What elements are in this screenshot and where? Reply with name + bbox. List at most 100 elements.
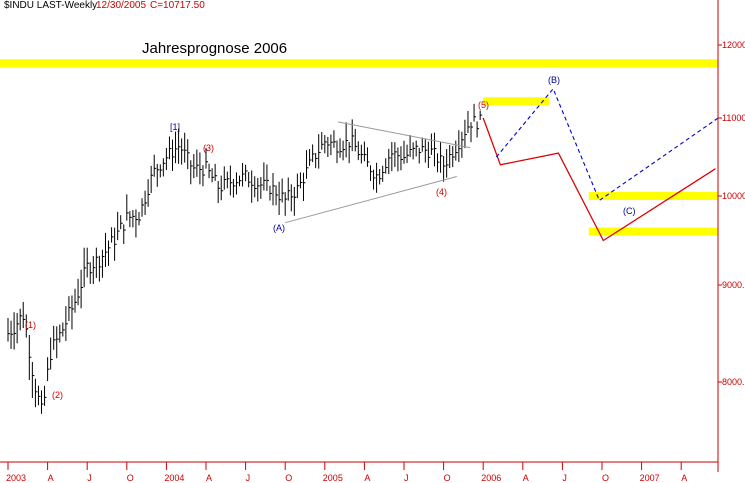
price-bar [391, 142, 394, 172]
price-bar [330, 134, 333, 156]
x-tick-label: O [127, 473, 134, 483]
price-bar [205, 147, 208, 169]
price-bar [217, 180, 221, 204]
price-bar [10, 320, 14, 349]
price-bar [144, 190, 148, 215]
price-bar [461, 131, 464, 158]
price-bar [19, 308, 23, 331]
price-bar [476, 121, 480, 138]
y-tick-label: 12000. [722, 40, 745, 50]
price-bar [111, 227, 114, 243]
price-bar [455, 140, 458, 161]
price-bar [409, 135, 413, 157]
price-bar [53, 325, 56, 350]
price-bar [464, 119, 467, 149]
price-bar [284, 192, 288, 216]
price-bar [202, 165, 205, 187]
price-bar [318, 134, 321, 169]
price-bar [120, 215, 123, 230]
price-bar [366, 147, 370, 167]
price-bar [7, 318, 10, 342]
wave-label-blue: (B) [548, 75, 560, 85]
price-bar [16, 313, 20, 344]
price-bar [458, 130, 461, 163]
price-bar [345, 122, 349, 158]
price-bar [354, 128, 358, 152]
x-tick-label: A [48, 473, 54, 483]
price-bar [418, 147, 422, 164]
red-forecast-path [482, 117, 716, 242]
price-bar [293, 186, 297, 216]
price-bar [415, 140, 419, 157]
price-bar [208, 163, 212, 179]
price-bar [141, 198, 145, 217]
wave-label-red: (5) [478, 100, 489, 110]
price-bar [275, 185, 279, 206]
price-bar [162, 158, 166, 177]
price-bar [263, 162, 266, 191]
price-bar [44, 385, 47, 406]
price-bar [421, 137, 425, 152]
price-bar [363, 141, 367, 162]
price-bar [108, 240, 111, 266]
triangle-line-1 [285, 176, 457, 224]
header-symbol: $INDU LAST-Weekly [4, 0, 98, 11]
price-bar [278, 181, 282, 216]
price-bar [74, 288, 78, 313]
price-bar [41, 390, 44, 414]
price-bar [65, 306, 68, 341]
price-bar [272, 173, 276, 206]
price-bar [71, 295, 74, 330]
price-bar [369, 165, 373, 181]
x-tick-label: A [206, 473, 212, 483]
x-tick-label: J [246, 473, 251, 483]
price-bar [336, 140, 339, 164]
price-bar [28, 334, 32, 380]
price-bar [31, 361, 35, 399]
price-bar [373, 169, 376, 190]
x-tick-label: 2006 [481, 473, 501, 483]
price-bar [86, 247, 90, 278]
price-bar [400, 146, 403, 171]
price-bar [132, 210, 135, 228]
price-bar [452, 146, 455, 168]
price-bar [242, 162, 245, 187]
x-tick-label: A [364, 473, 370, 483]
price-bar [80, 269, 84, 309]
price-bar [34, 378, 38, 408]
x-ticks: 2003 A J O 2004 A J O 2005 A J O 2006 A J O 2007 A [6, 462, 687, 483]
price-bar [342, 140, 346, 161]
price-bar [376, 162, 379, 193]
price-bar [59, 324, 62, 343]
y-tick-label: 10000. [722, 191, 745, 201]
x-tick-label: 2005 [323, 473, 343, 483]
price-bar [394, 142, 397, 167]
price-bar [193, 154, 196, 179]
price-bar [129, 211, 132, 228]
price-bar [211, 168, 215, 183]
price-bar [327, 136, 330, 157]
price-bar [385, 158, 388, 174]
price-bar [178, 128, 181, 164]
price-bar [281, 178, 285, 203]
price-bar [50, 337, 53, 370]
price-bar [117, 211, 120, 241]
triangle-lines [285, 121, 471, 224]
price-bar [114, 227, 117, 261]
price-bar [440, 141, 443, 173]
price-bar [220, 175, 224, 201]
price-bar [321, 132, 324, 150]
wave-label-blue: [1] [170, 122, 180, 132]
price-bar [269, 185, 272, 201]
x-tick-label: 2007 [640, 473, 660, 483]
blue-forecast-path [495, 87, 719, 202]
forecast-band-3 [588, 227, 718, 236]
wave-label-blue: (C) [623, 206, 636, 216]
x-tick-label: A [523, 473, 529, 483]
price-bar [101, 249, 105, 278]
price-bar [406, 144, 410, 164]
price-bar [324, 135, 327, 154]
price-bar [190, 160, 193, 185]
price-bar [424, 139, 428, 163]
wave-labels: (1) (2) (3) (4) (5) [1] (A) (B) (C) [25, 75, 636, 400]
